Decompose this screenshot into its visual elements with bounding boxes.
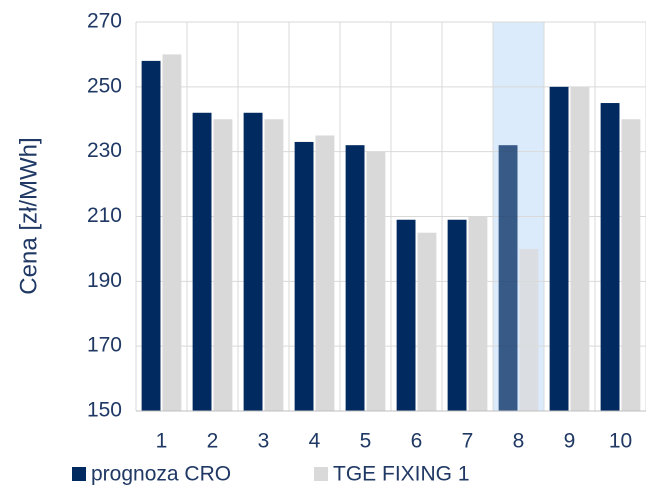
x-tick-label: 10 [609,430,632,453]
bar [264,119,284,411]
bar [192,112,212,412]
x-tick-label: 8 [513,430,525,453]
bar [162,54,182,412]
legend-swatch [72,467,86,481]
bar [366,151,386,411]
x-tick-label: 2 [207,430,219,453]
x-tick-label: 1 [156,430,168,453]
y-tick-label: 210 [87,204,122,227]
x-tick-label: 9 [564,430,576,453]
bar [213,119,233,411]
y-tick-label: 230 [87,139,122,162]
bar [294,141,314,412]
bar [315,135,335,412]
x-tick-label: 7 [462,430,474,453]
bar [396,219,416,411]
bar [498,145,518,411]
y-axis-label: Cena [zł/MWh] [15,137,42,294]
x-tick-label: 3 [258,430,270,453]
y-tick-label: 150 [87,399,122,422]
bar [468,216,488,411]
bar [549,86,569,411]
bar [243,112,263,412]
y-tick-label: 190 [87,269,122,292]
x-tick-label: 4 [309,430,321,453]
bar [570,86,590,411]
y-tick-label: 250 [87,74,122,97]
legend-swatch [314,467,328,481]
y-tick-label: 270 [87,10,122,33]
legend-label: prognoza CRO [91,463,231,486]
bar [519,248,539,411]
bar [345,145,365,411]
legend-label: TGE FIXING 1 [333,463,470,486]
bar [447,219,467,411]
x-tick-label: 6 [411,430,423,453]
bar [417,232,437,411]
x-tick-label: 5 [360,430,372,453]
bar [621,119,641,411]
y-tick-label: 170 [87,334,122,357]
bar [141,60,161,412]
bar [600,103,620,412]
